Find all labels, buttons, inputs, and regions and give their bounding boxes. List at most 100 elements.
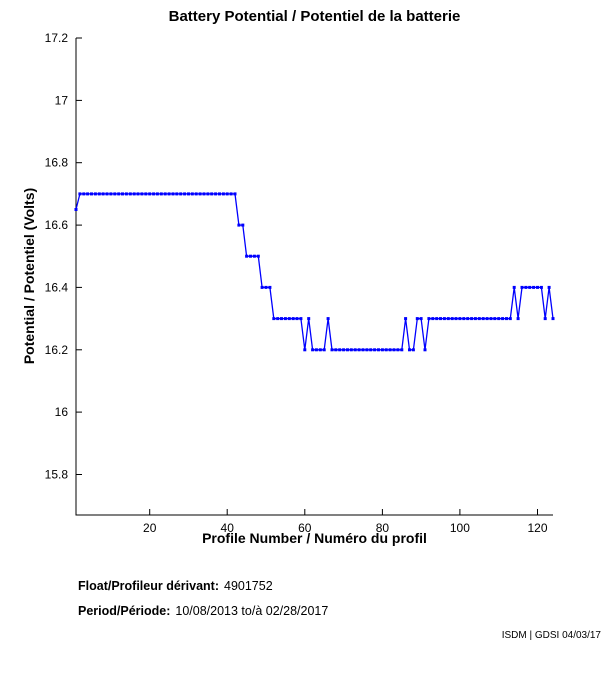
data-point-marker	[532, 285, 536, 289]
data-point-marker	[159, 192, 163, 196]
data-point-marker	[249, 254, 252, 258]
data-point-marker	[136, 192, 140, 196]
data-point-marker	[218, 192, 221, 196]
data-point-marker	[272, 317, 276, 321]
data-point-marker	[520, 285, 524, 289]
data-point-marker	[493, 317, 497, 321]
y-tick-label: 16	[55, 405, 69, 419]
data-point-marker	[264, 285, 268, 289]
period-label: Period/Période:	[78, 604, 171, 618]
data-point-marker	[415, 317, 419, 321]
data-point-marker	[128, 192, 132, 196]
x-tick-label: 60	[298, 521, 312, 535]
data-point-marker	[276, 317, 280, 321]
data-point-marker	[485, 317, 489, 321]
x-tick-label: 100	[450, 521, 470, 535]
x-tick-label: 20	[143, 521, 157, 535]
data-point-marker	[167, 192, 171, 196]
data-point-marker	[175, 192, 179, 196]
data-point-marker	[508, 317, 512, 321]
data-point-marker	[477, 317, 481, 321]
data-point-marker	[454, 317, 458, 321]
data-point-marker	[539, 285, 543, 289]
data-point-marker	[252, 254, 256, 258]
data-point-marker	[260, 285, 264, 289]
y-tick-label: 16.8	[45, 156, 69, 170]
series-markers	[74, 192, 555, 352]
data-point-marker	[101, 192, 105, 196]
data-point-marker	[536, 285, 539, 289]
data-point-marker	[551, 317, 555, 321]
float-id-line: Float/Profileur dérivant: 4901752	[78, 579, 273, 593]
float-id-label: Float/Profileur dérivant:	[78, 579, 219, 593]
data-point-marker	[187, 192, 190, 196]
data-point-marker	[233, 192, 237, 196]
data-point-marker	[121, 192, 124, 196]
data-point-marker	[442, 317, 446, 321]
data-point-marker	[353, 348, 357, 352]
data-point-marker	[97, 192, 101, 196]
data-point-marker	[322, 348, 326, 352]
y-tick-label: 16.2	[45, 343, 69, 357]
data-point-marker	[489, 317, 493, 321]
data-point-marker	[431, 317, 435, 321]
data-point-marker	[384, 348, 388, 352]
data-point-marker	[423, 348, 427, 352]
series-line	[75, 193, 554, 351]
data-point-marker	[524, 285, 528, 289]
data-point-marker	[179, 192, 183, 196]
data-point-marker	[144, 192, 148, 196]
data-point-marker	[113, 192, 117, 196]
data-point-marker	[229, 192, 233, 196]
data-point-marker	[140, 192, 144, 196]
data-point-marker	[268, 285, 272, 289]
data-point-marker	[361, 348, 365, 352]
data-point-marker	[206, 192, 210, 196]
data-point-marker	[214, 192, 218, 196]
provider-credit: ISDM | GDSI 04/03/17	[501, 630, 601, 641]
y-tick-label: 17	[55, 93, 69, 107]
data-point-marker	[241, 223, 245, 227]
data-point-marker	[210, 192, 214, 196]
data-point-marker	[543, 317, 547, 321]
data-point-marker	[446, 317, 450, 321]
data-point-marker	[396, 348, 400, 352]
data-point-marker	[105, 192, 109, 196]
data-point-marker	[287, 317, 291, 321]
data-point-marker	[132, 192, 136, 196]
data-point-marker	[256, 254, 260, 258]
data-point-marker	[190, 192, 194, 196]
chart-title: Battery Potential / Potentiel de la batt…	[168, 8, 461, 25]
data-point-marker	[299, 317, 303, 321]
x-tick-label: 40	[221, 521, 235, 535]
data-point-marker	[225, 192, 229, 196]
data-point-marker	[400, 348, 404, 352]
data-point-marker	[74, 208, 78, 211]
data-point-marker	[295, 317, 299, 321]
x-tick-label: 80	[376, 521, 390, 535]
data-point-marker	[291, 317, 295, 321]
y-tick-label: 15.8	[45, 468, 69, 482]
data-point-marker	[194, 192, 198, 196]
data-point-marker	[318, 348, 322, 352]
float-id-value: 4901752	[224, 579, 273, 593]
data-point-marker	[163, 192, 167, 196]
data-point-marker	[202, 192, 206, 196]
data-point-marker	[334, 348, 338, 352]
data-point-marker	[280, 317, 283, 321]
data-point-marker	[380, 348, 384, 352]
data-point-marker	[93, 192, 97, 196]
y-tick-label: 16.6	[45, 218, 69, 232]
data-point-marker	[497, 317, 501, 321]
data-point-marker	[512, 285, 516, 289]
data-point-marker	[124, 192, 128, 196]
data-point-marker	[411, 348, 415, 352]
data-point-marker	[90, 192, 93, 196]
data-point-marker	[450, 317, 454, 321]
battery-potential-plot: 15.8 16 16.2 16.4 16.6 16.8 17 17.2 20 40 60 80 100 1…	[45, 31, 555, 535]
data-point-marker	[346, 348, 349, 352]
data-point-marker	[314, 348, 318, 352]
period-value: 10/08/2013 to/à 02/28/2017	[175, 604, 329, 618]
data-point-marker	[338, 348, 342, 352]
